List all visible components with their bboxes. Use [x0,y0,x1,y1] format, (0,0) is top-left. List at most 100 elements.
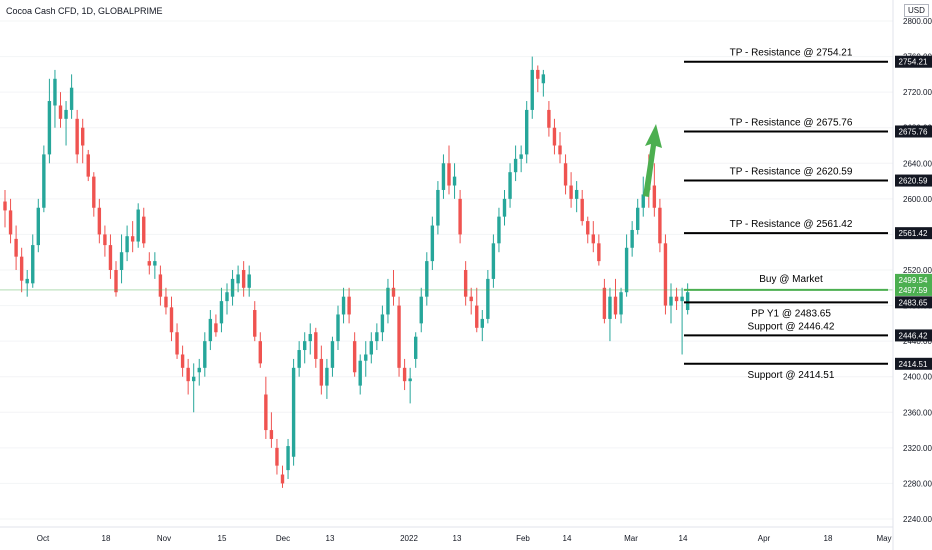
candle-body [347,296,351,315]
candle-body [53,78,57,106]
candle-body [8,210,13,235]
candle-body [303,341,307,351]
candle-body [652,185,657,208]
candle-body [136,209,140,242]
candle-body [264,394,268,431]
x-tick-label: Mar [624,534,638,543]
candles [3,56,690,488]
market-extra-tag [895,273,932,286]
candle-body [541,74,546,84]
x-tick-label: May [876,534,891,543]
candle-body [480,318,484,328]
price-levels: TP - Resistance @ 2754.21 TP - Resistance… [0,48,893,381]
time-axis[interactable]: Oct 18 Nov 15 Dec 13 2022 13 Feb 14 Mar 14 Apr 18 May [0,526,893,543]
candle-body [552,127,557,146]
candle-body [502,198,507,217]
market-label: Buy @ Market [759,274,823,285]
x-tick-label: 13 [326,534,335,543]
x-tick-label: 18 [824,534,833,543]
candle-body [525,109,529,155]
candle-body [280,474,285,484]
level-price-tag [895,227,932,240]
candle-body [386,287,390,315]
candle-body [536,69,540,79]
currency-label[interactable]: USD [904,4,929,17]
candle-body [275,447,279,466]
candle-body [619,292,623,315]
candle-body [558,145,562,155]
level-price-tag-text: 2446.42 [899,331,928,340]
candle-body [269,430,274,439]
x-tick-label: Apr [758,534,771,543]
candle-body [325,367,329,386]
y-tick-label: 2280.00 [903,479,932,488]
candle-body [153,261,157,266]
candle-body [336,314,340,342]
candle-body [192,376,196,382]
x-tick-label: 14 [679,534,688,543]
level-price-tag [895,329,932,342]
candle-body [108,245,113,270]
candle-body [369,341,373,355]
up-arrow-icon [643,124,662,197]
candle-body [447,163,451,186]
candle-body [158,274,163,297]
candle-body [613,296,618,315]
level-price-tag-text: 2483.65 [899,298,928,307]
x-tick-label: Oct [37,534,50,543]
candle-body [286,446,290,471]
candle-body [636,207,640,230]
candle-body [452,176,457,186]
candle-body [458,198,462,235]
candle-body [402,367,407,382]
candle-body [414,336,418,359]
x-tick-label: Feb [516,534,530,543]
level-price-tag [895,125,932,138]
candle-body [236,274,240,284]
candle-body [69,87,74,110]
candle-body [253,310,257,337]
candle-body [547,109,551,128]
candle-body [430,225,435,262]
candle-body [197,367,201,373]
candle-body [486,278,490,319]
candle-body [397,305,401,368]
candle-body [685,292,690,311]
candle-body [114,270,118,293]
candle-body [569,185,573,199]
candle-body [36,207,40,246]
candle-body [225,292,229,302]
candle-body [624,247,629,293]
x-tick-label: Dec [276,534,290,543]
candle-body [463,270,468,297]
grid [0,20,893,520]
candle-body [663,243,668,306]
candle-body [630,229,634,248]
candle-body [31,245,35,284]
candle-body [291,367,296,457]
y-tick-label: 2640.00 [903,159,932,168]
candle-body [358,360,362,386]
y-tick-label: 2440.00 [903,337,932,346]
price-axis[interactable]: 2240.00 2280.00 2320.00 2360.00 2400.00 2440.… [892,0,932,550]
x-tick-label: 15 [218,534,227,543]
candle-body [42,154,46,208]
market-extra-tag-text: 2499.54 [899,276,928,285]
chart-title: Cocoa Cash CFD, 1D, GLOBALPRIME [6,6,163,16]
candle-body [436,189,440,226]
candle-body [608,296,612,319]
candle-body [169,307,174,333]
candle-body [319,358,324,386]
candle-body [425,261,429,297]
y-tick-label: 2360.00 [903,408,932,417]
candle-body [469,296,473,302]
candle-body [47,101,52,155]
candle-body [147,261,151,266]
candle-body [142,216,146,244]
candle-body [164,296,168,308]
candle-body [130,236,135,242]
candle-body [247,274,251,288]
candle-body [491,243,496,279]
x-tick-label: 2022 [400,534,418,543]
